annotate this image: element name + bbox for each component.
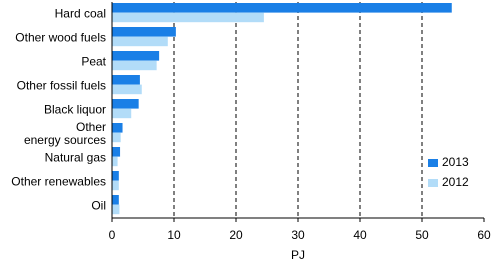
bar <box>112 84 142 95</box>
bar <box>112 108 132 119</box>
bar <box>112 60 157 71</box>
x-tick-label: 60 <box>477 228 491 242</box>
y-tick-label: Black liquor <box>43 102 106 117</box>
x-tick-label: 20 <box>229 228 243 242</box>
bar <box>112 123 123 133</box>
bar <box>112 27 176 37</box>
bar <box>112 204 120 215</box>
legend-label: 2012 <box>442 175 469 189</box>
bar <box>112 75 140 85</box>
legend-swatch <box>428 159 438 167</box>
bar <box>112 156 118 167</box>
y-tick-label: Hard coal <box>54 6 106 21</box>
bar <box>112 36 168 47</box>
bar <box>112 147 121 157</box>
y-tick-label: Other fossil fuels <box>16 78 106 93</box>
legend-label: 2013 <box>442 155 469 169</box>
x-tick-label: 50 <box>415 228 429 242</box>
bar <box>112 3 452 13</box>
bar <box>112 195 119 205</box>
y-tick-label: Other wood fuels <box>15 30 106 45</box>
x-tick-label: 40 <box>353 228 367 242</box>
x-tick-label: 10 <box>167 228 181 242</box>
y-tick-label: Oil <box>91 198 106 213</box>
bar <box>112 99 139 109</box>
bar <box>112 51 160 61</box>
y-tick-label: Peat <box>81 54 106 69</box>
bar <box>112 132 121 143</box>
x-tick-label: 30 <box>291 228 305 242</box>
legend-swatch <box>428 179 438 187</box>
bar <box>112 171 119 181</box>
y-tick-label: Other renewables <box>11 174 106 189</box>
x-axis-label: PJ <box>291 248 305 262</box>
y-tick-label: Natural gas <box>44 150 106 165</box>
bar <box>112 180 119 191</box>
x-tick-label: 0 <box>109 228 116 242</box>
bar <box>112 12 264 23</box>
y-tick-label: Other energy sources <box>23 120 106 147</box>
